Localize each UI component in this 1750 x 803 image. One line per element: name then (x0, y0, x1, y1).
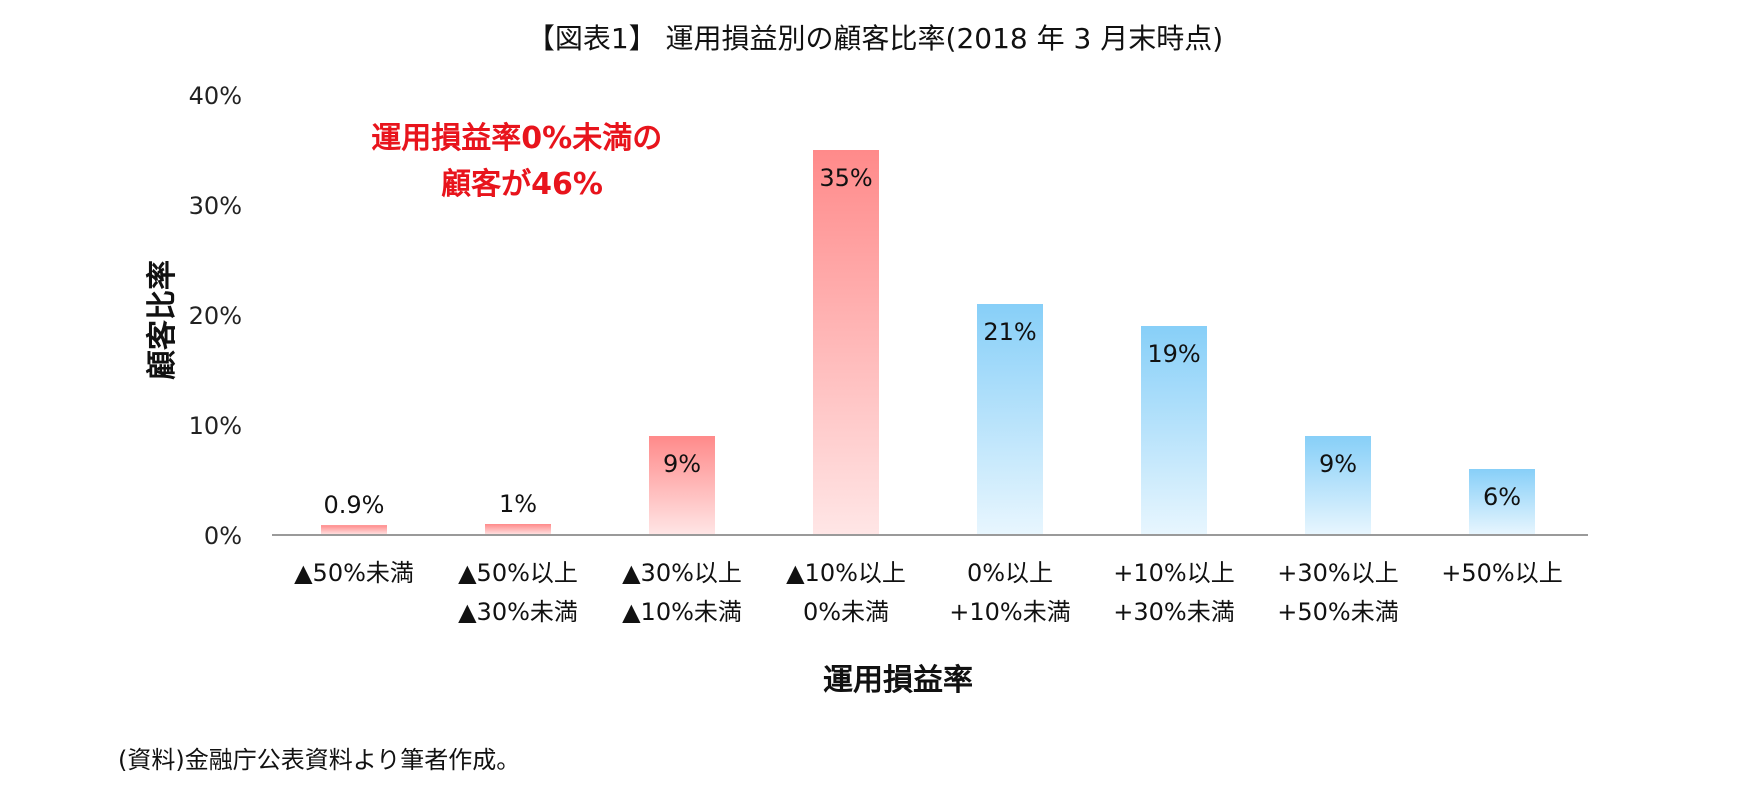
data-label: 9% (663, 450, 701, 478)
category-label-line: ▲10%以上 (786, 559, 906, 587)
category-label-line: 0%以上 (967, 559, 1053, 587)
category-label-line: ▲10%未満 (622, 598, 742, 626)
bar (813, 150, 879, 535)
data-label: 0.9% (324, 491, 385, 519)
x-axis-title: 運用損益率 (823, 663, 973, 698)
chart-title: 【図表1】 運用損益別の顧客比率(2018 年 3 月末時点) (527, 22, 1223, 55)
y-tick-label: 20% (189, 302, 242, 330)
source-note: (資料)金融庁公表資料より筆者作成。 (118, 746, 520, 774)
category-label-line: +30%未満 (1113, 598, 1234, 626)
category-label: +30%以上 +50%未満 (1277, 559, 1398, 626)
data-label: 9% (1319, 450, 1357, 478)
y-tick-label: 10% (189, 412, 242, 440)
category-label-line: ▲50%未満 (294, 559, 414, 587)
bar (321, 525, 387, 535)
y-axis-ticks: 0% 10% 20% 30% 40% (189, 82, 242, 550)
bar (649, 436, 715, 535)
category-label-line: +10%未満 (949, 598, 1070, 626)
data-label: 21% (983, 318, 1036, 346)
bar (1141, 326, 1207, 535)
category-label-line: +10%以上 (1113, 559, 1234, 587)
data-label: 1% (499, 490, 537, 518)
y-tick-label: 30% (189, 192, 242, 220)
y-axis-title: 顧客比率 (145, 260, 180, 380)
category-label: ▲30%以上 ▲10%未満 (622, 559, 742, 626)
bar (1469, 469, 1535, 535)
category-label-line: +50%以上 (1441, 559, 1562, 587)
category-label: ▲50%以上 ▲30%未満 (458, 559, 578, 626)
bar (977, 304, 1043, 535)
annotation-line-2: 顧客が46% (441, 167, 603, 202)
category-label-line: ▲30%以上 (622, 559, 742, 587)
category-label-line: 0%未満 (803, 598, 889, 626)
bars (321, 150, 1535, 535)
annotation-line-1: 運用損益率0%未満の (371, 121, 662, 156)
data-labels: 0.9% 1% 9% 35% 21% 19% 9% 6% (324, 164, 1522, 519)
category-labels: ▲50%未満 ▲50%以上 ▲30%未満 ▲30%以上 ▲10%未満 ▲10%以上 0%未満… (294, 559, 1563, 626)
category-label: +10%以上 +30%未満 (1113, 559, 1234, 626)
category-label: 0%以上 +10%未満 (949, 559, 1070, 626)
category-label-line: +30%以上 (1277, 559, 1398, 587)
annotation: 運用損益率0%未満の 顧客が46% (371, 121, 672, 202)
category-label-line: ▲50%以上 (458, 559, 578, 587)
category-label-line: +50%未満 (1277, 598, 1398, 626)
data-label: 6% (1483, 483, 1521, 511)
category-label: +50%以上 (1441, 559, 1562, 587)
category-label-line: ▲30%未満 (458, 598, 578, 626)
data-label: 19% (1147, 340, 1200, 368)
y-tick-label: 40% (189, 82, 242, 110)
category-label: ▲50%未満 (294, 559, 414, 587)
y-tick-label: 0% (204, 522, 242, 550)
bar (1305, 436, 1371, 535)
data-label: 35% (819, 164, 872, 192)
category-label: ▲10%以上 0%未満 (786, 559, 906, 626)
bar (485, 524, 551, 535)
